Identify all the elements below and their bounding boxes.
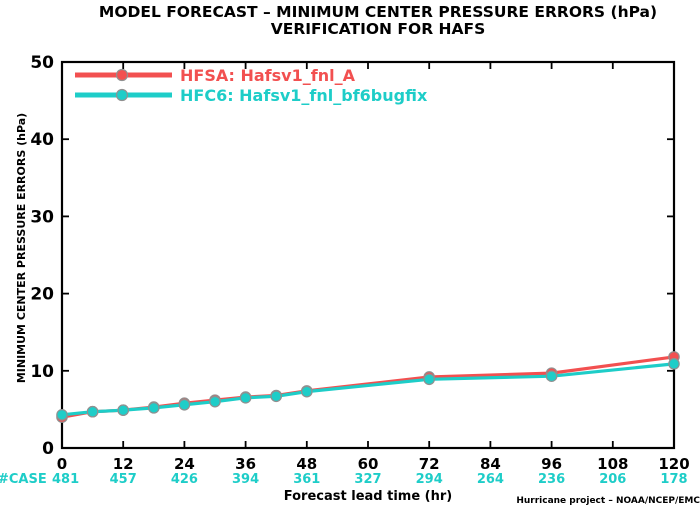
case-count: 294 — [416, 472, 443, 487]
legend-marker-2 — [115, 88, 129, 102]
x-tick-label: 36 — [235, 455, 256, 473]
case-count: 206 — [599, 472, 626, 487]
series-2-point — [178, 398, 191, 411]
series-2-point — [148, 402, 160, 414]
y-tick-label: 10 — [30, 362, 54, 382]
case-count: 327 — [354, 472, 381, 487]
y-tick-label: 40 — [30, 130, 54, 150]
case-count: 457 — [110, 472, 137, 487]
x-tick-label: 12 — [113, 455, 134, 473]
series-2-point — [300, 385, 313, 398]
series-2-point — [423, 373, 435, 386]
case-count: 178 — [660, 472, 687, 487]
series-2-point — [545, 370, 558, 383]
case-count: 394 — [232, 472, 259, 487]
y-tick-label: 50 — [30, 53, 54, 73]
x-tick-label: 0 — [57, 455, 67, 473]
series-2-point — [270, 390, 282, 403]
series-2-point — [668, 358, 680, 370]
x-tick-label: 24 — [174, 455, 195, 473]
series-2-point — [209, 395, 221, 408]
legend-label-2: HFC6: Hafsv1_fnl_bf6bugfix — [180, 86, 428, 105]
x-axis-label: Forecast lead time (hr) — [284, 489, 452, 504]
case-count: 426 — [171, 472, 198, 487]
x-tick-label: 84 — [480, 455, 501, 473]
y-tick-label: 0 — [42, 439, 54, 459]
case-count: 236 — [538, 472, 565, 487]
plot-frame — [60, 60, 676, 450]
series-2-point — [86, 405, 99, 418]
x-tick-label: 72 — [419, 455, 440, 473]
series-2-point — [56, 409, 68, 421]
axes: 0 12 24 36 48 60 72 84 96 108 120 0 10 20 30 40 50 — [30, 53, 689, 473]
y-tick-label: 20 — [30, 285, 54, 305]
case-count: 481 — [52, 472, 79, 487]
legend-marker-1 — [115, 68, 129, 82]
x-tick-label: 108 — [597, 455, 628, 473]
case-label: #CASE — [0, 472, 47, 487]
x-tick-label: 120 — [658, 455, 689, 473]
x-tick-label: 96 — [541, 455, 562, 473]
series-2-point — [239, 392, 252, 404]
series-group — [56, 351, 680, 423]
x-tick-label: 60 — [358, 455, 379, 473]
y-tick-label: 30 — [30, 207, 54, 227]
y-axis-label: MINIMUM CENTER PRESSURE ERRORS (hPa) — [15, 113, 28, 383]
chart-title: MODEL FORECAST – MINIMUM CENTER PRESSURE… — [99, 3, 657, 21]
footer-credit: Hurricane project – NOAA/NCEP/EMC — [516, 496, 700, 506]
series-2-point — [117, 404, 129, 416]
case-count: 361 — [293, 472, 320, 487]
chart-subtitle: VERIFICATION FOR HAFS — [271, 20, 486, 38]
case-counts: #CASE 481 457 426 394 361 327 294 264 236 206 178 — [0, 472, 688, 487]
x-tick-label: 48 — [296, 455, 317, 473]
legend-label-1: HFSA: Hafsv1_fnl_A — [180, 66, 356, 85]
case-count: 264 — [477, 472, 504, 487]
